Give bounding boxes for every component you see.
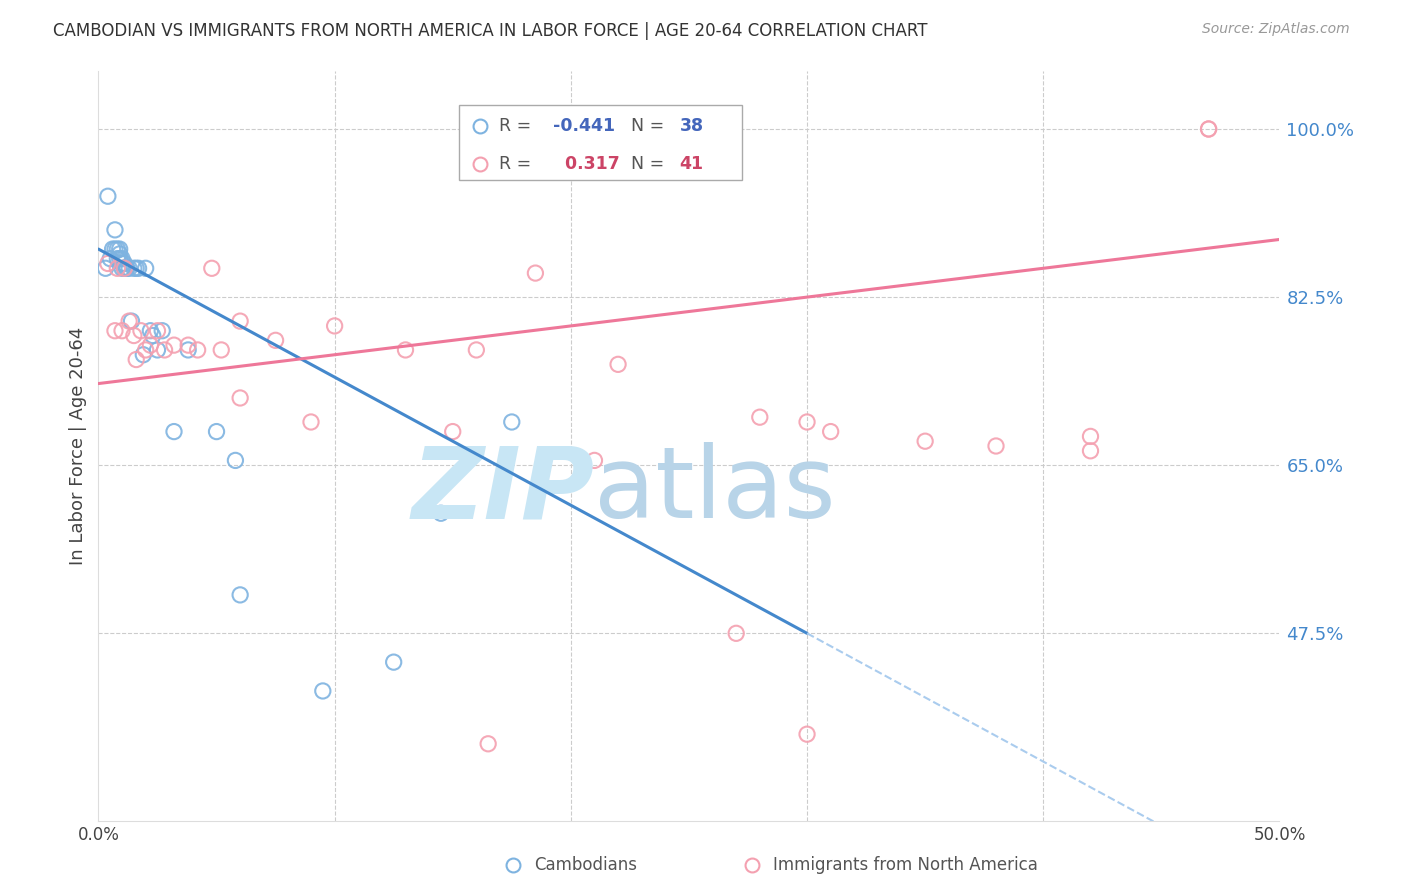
- FancyBboxPatch shape: [458, 105, 742, 180]
- Text: CAMBODIAN VS IMMIGRANTS FROM NORTH AMERICA IN LABOR FORCE | AGE 20-64 CORRELATIO: CAMBODIAN VS IMMIGRANTS FROM NORTH AMERI…: [53, 22, 928, 40]
- Point: [524, 266, 547, 280]
- Text: N =: N =: [620, 154, 671, 172]
- Point: [128, 261, 150, 276]
- Point: [125, 352, 148, 367]
- Point: [323, 318, 346, 333]
- Point: [177, 338, 200, 352]
- Point: [177, 343, 200, 357]
- Point: [111, 252, 134, 266]
- Point: [98, 252, 121, 266]
- Point: [607, 357, 630, 371]
- Text: atlas: atlas: [595, 442, 837, 540]
- Point: [97, 189, 120, 203]
- Point: [229, 391, 252, 405]
- Text: ZIP: ZIP: [412, 442, 595, 540]
- Point: [441, 425, 464, 439]
- Point: [984, 439, 1007, 453]
- Point: [1198, 122, 1220, 136]
- Point: [142, 328, 165, 343]
- Point: [105, 242, 128, 256]
- Point: [163, 338, 186, 352]
- Point: [135, 343, 157, 357]
- Point: [108, 242, 131, 256]
- Text: R =: R =: [499, 117, 537, 135]
- Point: [118, 261, 141, 276]
- Point: [394, 343, 416, 357]
- Point: [205, 425, 228, 439]
- Point: [430, 506, 453, 520]
- Y-axis label: In Labor Force | Age 20-64: In Labor Force | Age 20-64: [69, 326, 87, 566]
- Point: [111, 324, 134, 338]
- Point: [125, 261, 148, 276]
- Point: [187, 343, 209, 357]
- Point: [153, 343, 176, 357]
- Point: [104, 223, 127, 237]
- Text: 41: 41: [679, 154, 703, 172]
- Point: [796, 727, 818, 741]
- Point: [121, 314, 143, 328]
- Text: Source: ZipAtlas.com: Source: ZipAtlas.com: [1202, 22, 1350, 37]
- Point: [1080, 429, 1102, 443]
- Point: [97, 256, 120, 270]
- Text: R =: R =: [499, 154, 537, 172]
- Point: [163, 425, 186, 439]
- Point: [725, 626, 748, 640]
- Point: [209, 343, 232, 357]
- Point: [122, 261, 145, 276]
- Point: [1080, 443, 1102, 458]
- Point: [1198, 122, 1220, 136]
- Point: [465, 343, 488, 357]
- Point: [312, 684, 335, 698]
- Point: [122, 328, 145, 343]
- Point: [108, 247, 131, 261]
- Point: [108, 252, 131, 266]
- Point: [111, 261, 134, 276]
- Point: [224, 453, 246, 467]
- Point: [101, 242, 124, 256]
- Point: [115, 261, 138, 276]
- Point: [115, 261, 138, 276]
- Text: N =: N =: [620, 117, 671, 135]
- Text: -0.441: -0.441: [553, 117, 616, 135]
- Point: [796, 415, 818, 429]
- Point: [118, 314, 141, 328]
- Point: [111, 256, 134, 270]
- Text: 38: 38: [679, 117, 703, 135]
- Text: Cambodians: Cambodians: [534, 856, 637, 874]
- Point: [132, 348, 155, 362]
- Point: [583, 453, 606, 467]
- Point: [129, 324, 152, 338]
- Point: [105, 252, 128, 266]
- Point: [748, 410, 770, 425]
- Point: [112, 261, 135, 276]
- Point: [104, 242, 127, 256]
- Point: [139, 338, 162, 352]
- Point: [105, 261, 128, 276]
- Point: [299, 415, 322, 429]
- Point: [382, 655, 405, 669]
- Point: [112, 261, 135, 276]
- Point: [501, 415, 523, 429]
- Point: [94, 261, 117, 276]
- Text: 0.317: 0.317: [553, 154, 620, 172]
- Point: [264, 334, 287, 348]
- Point: [135, 261, 157, 276]
- Point: [477, 737, 499, 751]
- Point: [229, 588, 252, 602]
- Point: [139, 324, 162, 338]
- Point: [104, 324, 127, 338]
- Point: [229, 314, 252, 328]
- Point: [112, 256, 135, 270]
- Text: Immigrants from North America: Immigrants from North America: [773, 856, 1038, 874]
- Point: [201, 261, 224, 276]
- Point: [146, 343, 169, 357]
- Point: [820, 425, 842, 439]
- Point: [150, 324, 173, 338]
- Point: [146, 324, 169, 338]
- Point: [914, 434, 936, 449]
